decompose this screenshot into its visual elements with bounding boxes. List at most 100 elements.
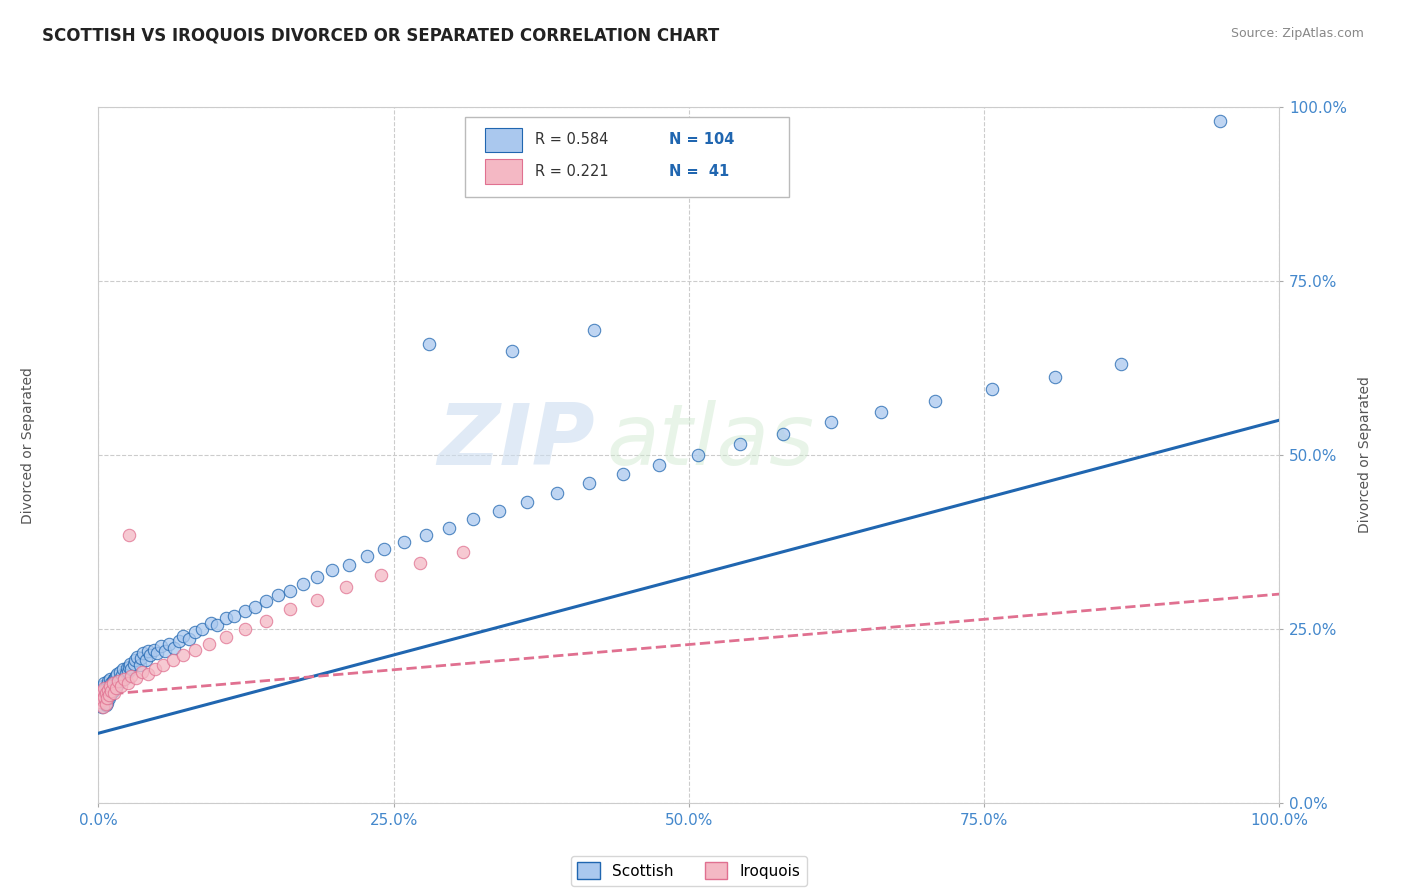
Point xyxy=(200,616,222,631)
Point xyxy=(89,695,111,709)
Point xyxy=(98,679,121,693)
Point xyxy=(94,681,117,695)
Point xyxy=(146,646,169,660)
Point xyxy=(215,611,238,625)
Text: R = 0.584: R = 0.584 xyxy=(536,132,609,147)
Point xyxy=(115,661,138,675)
Point xyxy=(101,676,124,690)
Point xyxy=(129,651,152,665)
Point xyxy=(488,503,510,517)
Point xyxy=(96,677,118,691)
Point xyxy=(127,649,149,664)
Point xyxy=(111,668,134,682)
Point xyxy=(233,622,256,636)
Point xyxy=(117,665,139,679)
Point xyxy=(121,669,143,683)
Point xyxy=(93,686,115,700)
Point xyxy=(179,632,201,647)
Point xyxy=(132,646,155,660)
Point xyxy=(98,683,121,698)
Point xyxy=(870,405,893,419)
Text: N = 104: N = 104 xyxy=(669,132,734,147)
Point xyxy=(418,336,440,351)
Point xyxy=(90,688,112,702)
Point xyxy=(97,684,120,698)
Point xyxy=(772,427,794,442)
Point xyxy=(278,583,301,598)
Point xyxy=(305,570,328,584)
Point xyxy=(453,545,475,559)
Point xyxy=(118,660,141,674)
Point xyxy=(278,602,301,616)
Point xyxy=(97,674,120,689)
Point xyxy=(198,637,221,651)
Point xyxy=(105,679,128,693)
Point xyxy=(117,676,139,690)
Point xyxy=(114,666,136,681)
Point xyxy=(172,629,194,643)
Bar xyxy=(485,128,523,153)
Point xyxy=(103,683,125,698)
Text: Source: ZipAtlas.com: Source: ZipAtlas.com xyxy=(1230,27,1364,40)
Point xyxy=(112,672,135,686)
Point xyxy=(96,696,118,710)
Point xyxy=(91,693,114,707)
Point xyxy=(135,653,157,667)
Point xyxy=(136,667,159,681)
Point xyxy=(103,672,125,686)
Text: R = 0.221: R = 0.221 xyxy=(536,163,609,178)
Point xyxy=(96,688,118,702)
Point xyxy=(356,549,378,563)
Point xyxy=(305,592,328,607)
Point xyxy=(103,686,125,700)
Point xyxy=(820,415,842,429)
Point xyxy=(120,657,142,671)
Point xyxy=(337,558,360,572)
Point xyxy=(107,674,129,689)
Point xyxy=(184,625,207,640)
Point xyxy=(291,576,314,591)
Point xyxy=(1209,114,1232,128)
Point xyxy=(1043,370,1066,384)
Point xyxy=(110,674,132,689)
Point xyxy=(254,594,277,608)
Point xyxy=(93,676,115,690)
Text: Divorced or Separated: Divorced or Separated xyxy=(21,368,35,524)
Point xyxy=(122,657,145,671)
Point xyxy=(924,393,946,408)
Point xyxy=(93,690,115,704)
Point xyxy=(461,512,484,526)
Point xyxy=(191,622,214,636)
Point xyxy=(94,698,117,713)
Point xyxy=(143,662,166,676)
Point xyxy=(245,599,267,614)
Point xyxy=(105,667,128,681)
Point xyxy=(150,639,173,653)
Point xyxy=(172,648,194,663)
Point xyxy=(162,653,184,667)
Point xyxy=(110,679,132,693)
Point xyxy=(91,684,114,698)
Point xyxy=(105,681,128,695)
Point xyxy=(578,475,600,490)
Point xyxy=(90,693,112,707)
Point xyxy=(105,677,128,691)
Point xyxy=(415,528,437,542)
Point xyxy=(104,681,127,695)
Point xyxy=(335,580,357,594)
Point xyxy=(546,486,568,500)
Point xyxy=(96,691,118,706)
Point xyxy=(93,681,115,695)
Point xyxy=(583,323,606,337)
Point xyxy=(153,644,176,658)
Point xyxy=(215,630,238,644)
Point xyxy=(139,648,162,663)
Point xyxy=(91,683,114,698)
Point xyxy=(98,672,121,686)
Point xyxy=(254,614,277,628)
Point xyxy=(163,641,186,656)
Point xyxy=(224,609,246,624)
Point xyxy=(128,658,150,673)
Point xyxy=(112,662,135,676)
Point xyxy=(98,688,121,702)
